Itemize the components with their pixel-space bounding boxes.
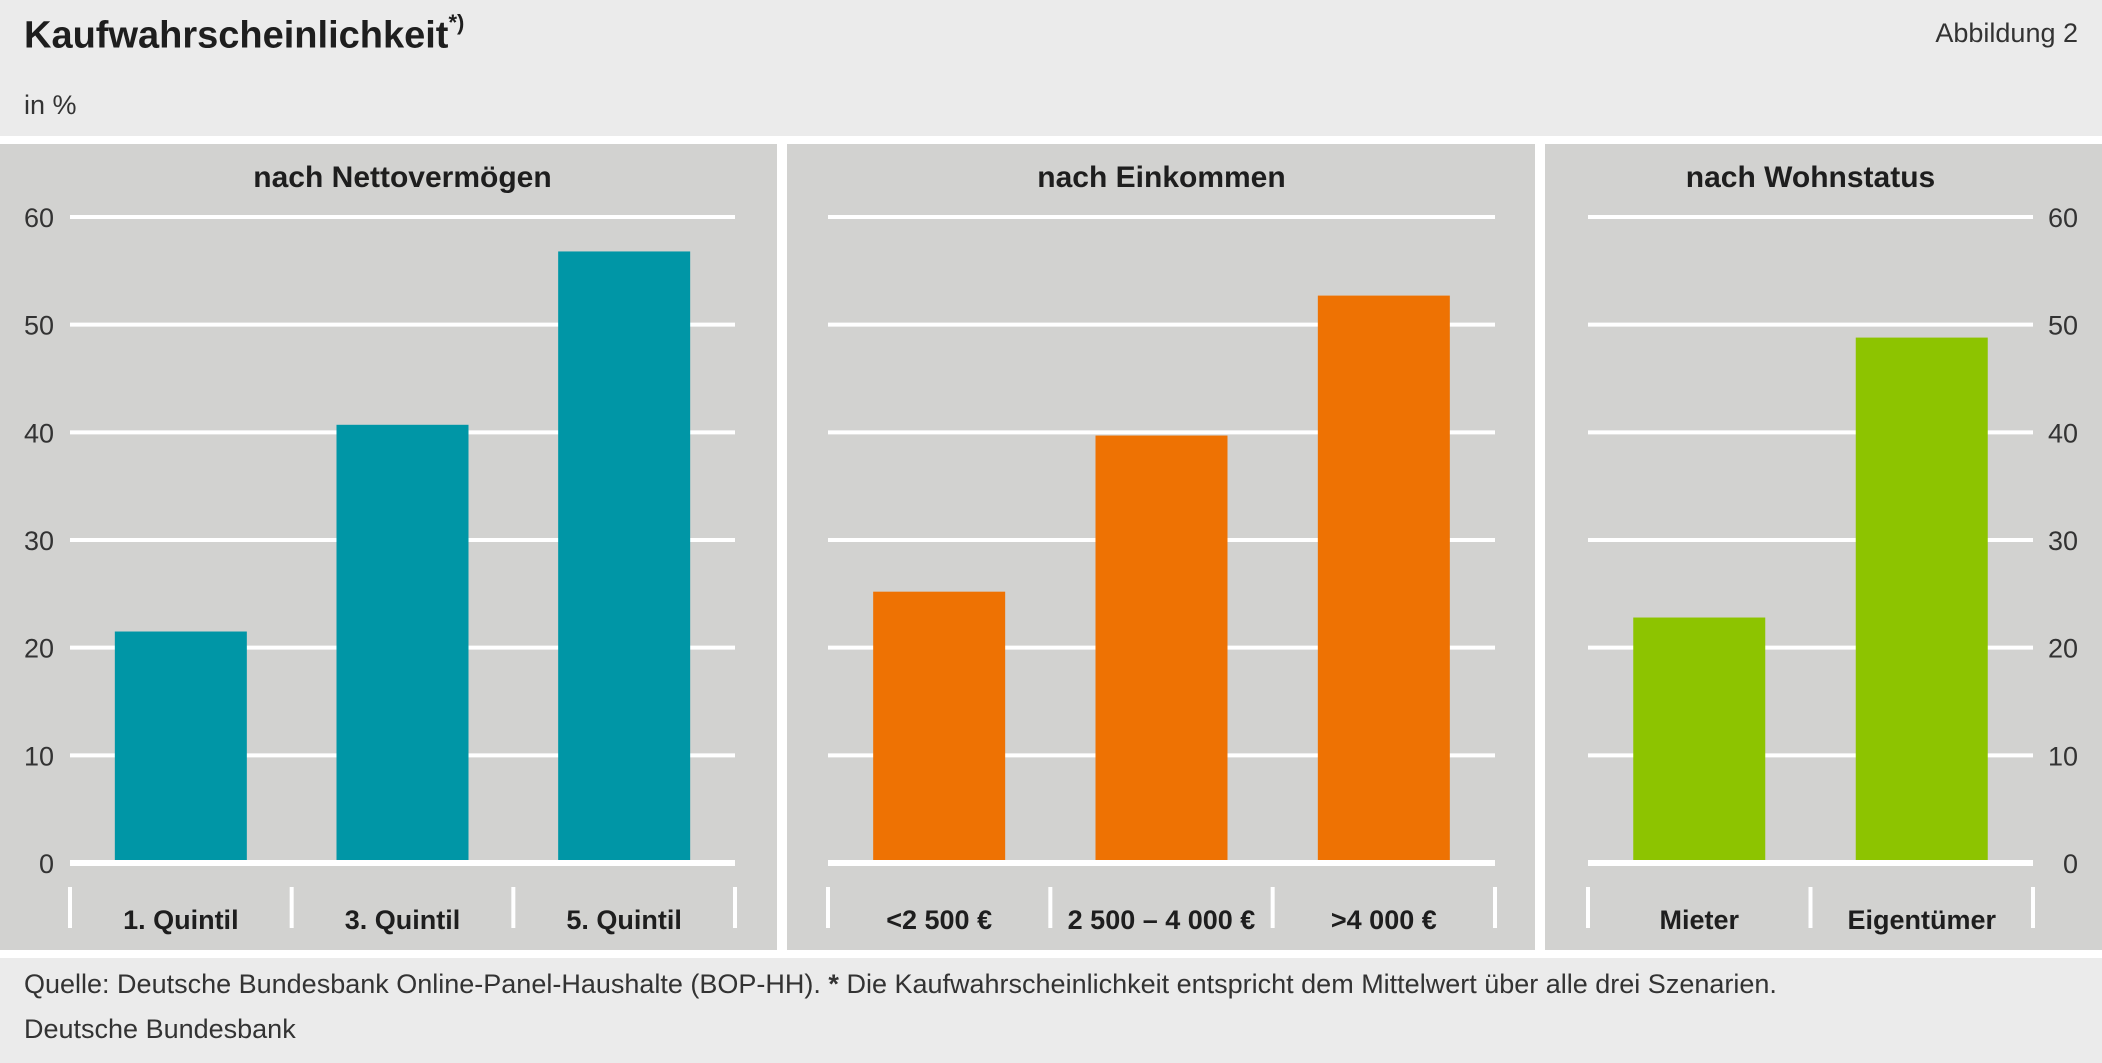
y-tick-label: 30 <box>2048 526 2078 556</box>
panel-title-wohnstatus: nach Wohnstatus <box>1686 161 1935 194</box>
y-tick-label: 60 <box>24 203 54 233</box>
y-tick-label: 0 <box>39 849 54 879</box>
panel-wohnstatus <box>1545 144 2102 950</box>
chart-title-text: Kaufwahrscheinlichkeit <box>24 14 449 57</box>
source-footnote-text: Die Kaufwahrscheinlichkeit entspricht de… <box>846 969 1777 999</box>
category-label: Mieter <box>1659 905 1739 935</box>
y-tick-label: 40 <box>24 418 54 448</box>
y-tick-label: 50 <box>24 311 54 341</box>
y-tick-label: 10 <box>24 741 54 771</box>
footnote-star: * <box>828 969 839 999</box>
bar-nettovermoegen <box>336 424 469 860</box>
y-tick-label: 10 <box>2048 741 2078 771</box>
category-label: 1. Quintil <box>123 905 239 935</box>
bar-wohnstatus <box>1855 337 1988 860</box>
figure-label: Abbildung 2 <box>1935 18 2078 48</box>
publisher-label: Deutsche Bundesbank <box>24 1014 296 1044</box>
bar-wohnstatus <box>1633 617 1766 860</box>
panel-title-einkommen: nach Einkommen <box>1037 161 1285 194</box>
category-label: 5. Quintil <box>566 905 682 935</box>
bottom-divider <box>0 950 2102 958</box>
y-tick-label: 20 <box>24 634 54 664</box>
chart-title: Kaufwahrscheinlichkeit*) <box>24 10 464 58</box>
bar-nettovermoegen <box>558 251 691 860</box>
panel-divider <box>1535 144 1545 950</box>
source-note: Quelle: Deutsche Bundesbank Online-Panel… <box>24 969 1777 1000</box>
category-label: <2 500 € <box>886 905 992 935</box>
category-label: Eigentümer <box>1847 905 1996 935</box>
panel-title-nettovermoegen: nach Nettovermögen <box>253 161 551 194</box>
category-label: >4 000 € <box>1331 905 1437 935</box>
y-tick-label: 50 <box>2048 311 2078 341</box>
y-tick-label: 0 <box>2063 849 2078 879</box>
category-label: 2 500 – 4 000 € <box>1068 905 1256 935</box>
category-label: 3. Quintil <box>345 905 461 935</box>
unit-label: in % <box>24 90 77 120</box>
source-prefix: Quelle: Deutsche Bundesbank Online-Panel… <box>24 969 821 999</box>
bar-nettovermoegen <box>114 631 247 860</box>
panel-divider <box>777 144 787 950</box>
y-tick-label: 30 <box>24 526 54 556</box>
bar-einkommen <box>1317 295 1450 860</box>
top-divider <box>0 136 2102 144</box>
bar-einkommen <box>1095 435 1228 860</box>
y-tick-label: 60 <box>2048 203 2078 233</box>
title-footnote-marker: *) <box>448 10 465 35</box>
bar-einkommen <box>873 591 1006 860</box>
y-tick-label: 40 <box>2048 418 2078 448</box>
y-tick-label: 20 <box>2048 634 2078 664</box>
